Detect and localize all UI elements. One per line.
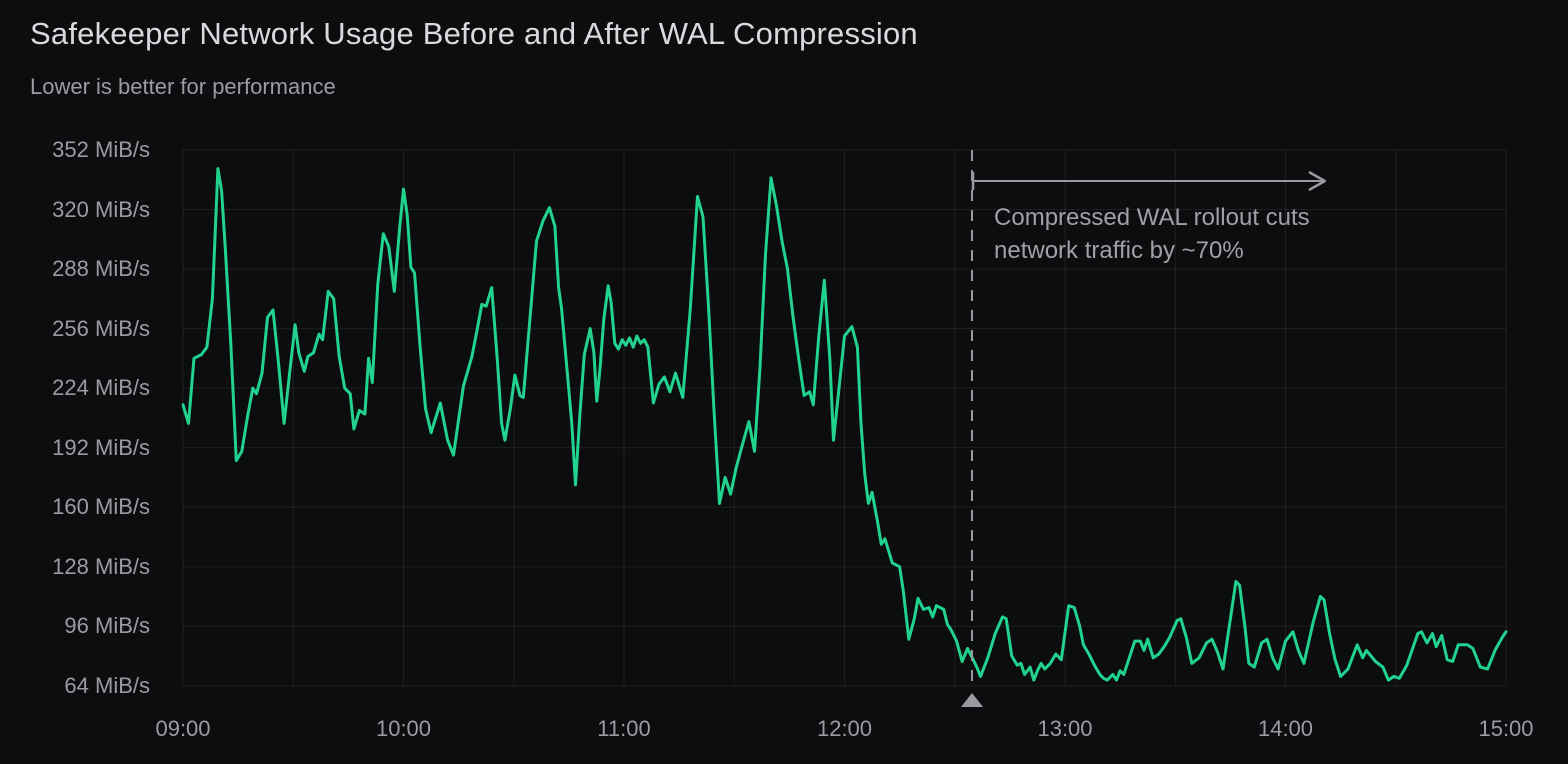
rollout-annotation-line2: network traffic by ~70% xyxy=(994,237,1244,264)
x-axis-tick-label: 09:00 xyxy=(155,716,211,741)
network-usage-line xyxy=(181,167,1508,682)
rollout-annotation-line1: Compressed WAL rollout cuts xyxy=(994,204,1310,231)
x-axis-tick-label: 10:00 xyxy=(375,716,432,741)
y-axis-tick-label: 160 MiB/s xyxy=(52,494,150,520)
rollout-arrow-head xyxy=(1308,171,1327,191)
y-axis-tick-label: 352 MiB/s xyxy=(52,137,150,162)
x-axis-tick-label: 13:00 xyxy=(1037,716,1093,741)
y-axis-tick-label: 288 MiB/s xyxy=(52,256,150,282)
x-axis-tick-label: 12:00 xyxy=(816,716,873,741)
page-subtitle: Lower is better for performance xyxy=(30,74,336,99)
y-axis-tick-label: 320 MiB/s xyxy=(52,196,150,222)
y-axis-tick-label: 224 MiB/s xyxy=(52,375,150,401)
rollout-annotation-text: Compressed WAL rollout cuts network traf… xyxy=(994,201,1310,267)
y-axis-tick-label: 256 MiB/s xyxy=(52,315,150,341)
y-axis-tick-label: 128 MiB/s xyxy=(52,553,150,579)
page-title: Safekeeper Network Usage Before and Afte… xyxy=(30,16,918,51)
y-axis-tick-label: 64 MiB/s xyxy=(64,672,150,698)
x-axis-tick-label: 14:00 xyxy=(1257,716,1314,741)
y-axis-tick-label: 192 MiB/s xyxy=(52,434,150,460)
x-axis-tick-label: 15:00 xyxy=(1478,716,1534,741)
rollout-annotation-marker xyxy=(961,693,984,707)
x-axis-tick-label: 11:00 xyxy=(597,716,651,741)
y-axis-tick-label: 96 MiB/s xyxy=(64,613,150,639)
